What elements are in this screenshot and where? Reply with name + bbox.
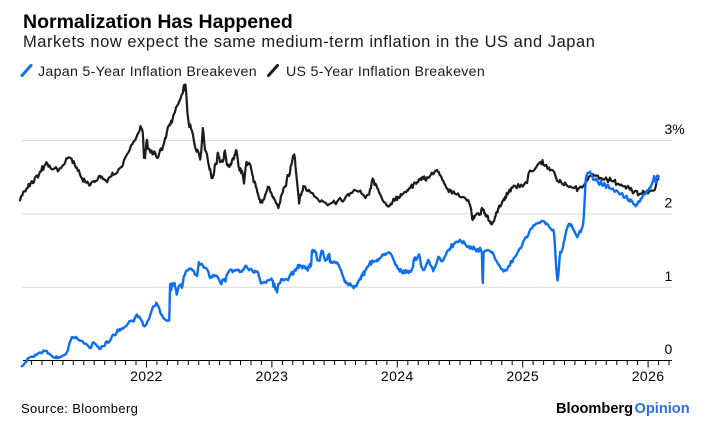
svg-text:2024: 2024: [381, 368, 414, 384]
svg-text:2023: 2023: [256, 368, 289, 384]
svg-text:2022: 2022: [130, 368, 163, 384]
svg-text:1: 1: [665, 268, 673, 284]
svg-text:3%: 3%: [665, 121, 685, 137]
svg-text:2025: 2025: [506, 368, 539, 384]
svg-text:2026: 2026: [632, 368, 665, 384]
svg-text:2: 2: [665, 195, 673, 211]
svg-text:0: 0: [665, 341, 673, 357]
